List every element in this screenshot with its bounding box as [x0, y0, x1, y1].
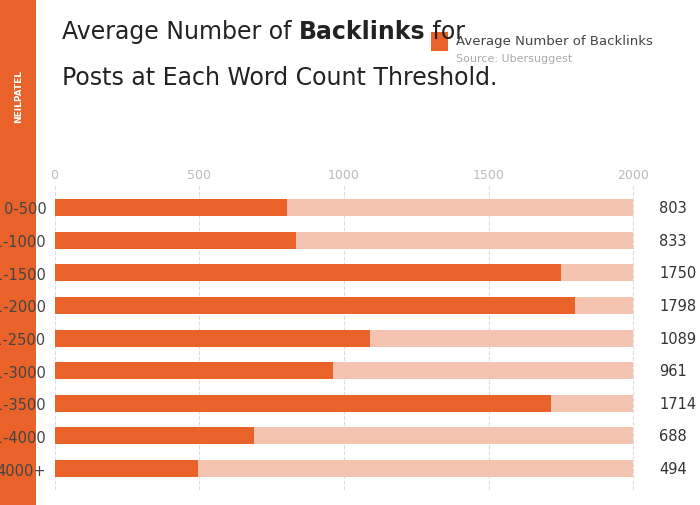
Text: 1714: 1714 — [659, 396, 696, 411]
Text: Posts at Each Word Count Threshold.: Posts at Each Word Count Threshold. — [62, 66, 497, 89]
Bar — [55, 428, 634, 444]
Bar — [55, 297, 575, 314]
Bar — [55, 460, 634, 477]
Bar — [55, 363, 332, 379]
Bar — [55, 199, 634, 217]
Text: 803: 803 — [659, 200, 687, 216]
Text: 1798: 1798 — [659, 298, 696, 313]
Text: Average Number of Backlinks: Average Number of Backlinks — [456, 35, 653, 48]
Bar — [55, 232, 634, 249]
Text: Average Number of: Average Number of — [62, 20, 299, 44]
Bar — [55, 265, 634, 282]
Bar — [55, 460, 197, 477]
Bar — [55, 297, 634, 314]
Bar — [55, 232, 295, 249]
Text: for: for — [425, 20, 466, 44]
Bar — [55, 363, 634, 379]
Bar — [55, 265, 561, 282]
Text: Backlinks: Backlinks — [299, 20, 425, 44]
Text: 1750: 1750 — [659, 266, 696, 281]
Bar — [55, 395, 634, 412]
Bar — [55, 330, 634, 347]
Text: Source: Ubersuggest: Source: Ubersuggest — [456, 54, 573, 64]
Text: 688: 688 — [659, 429, 687, 443]
Text: 833: 833 — [659, 233, 687, 248]
Bar — [55, 395, 551, 412]
Bar — [55, 330, 370, 347]
Bar — [55, 199, 287, 217]
Bar — [55, 428, 253, 444]
Text: NEILPATEL: NEILPATEL — [14, 70, 22, 122]
Text: 961: 961 — [659, 364, 687, 378]
Text: 494: 494 — [659, 461, 687, 476]
Text: 1089: 1089 — [659, 331, 696, 346]
